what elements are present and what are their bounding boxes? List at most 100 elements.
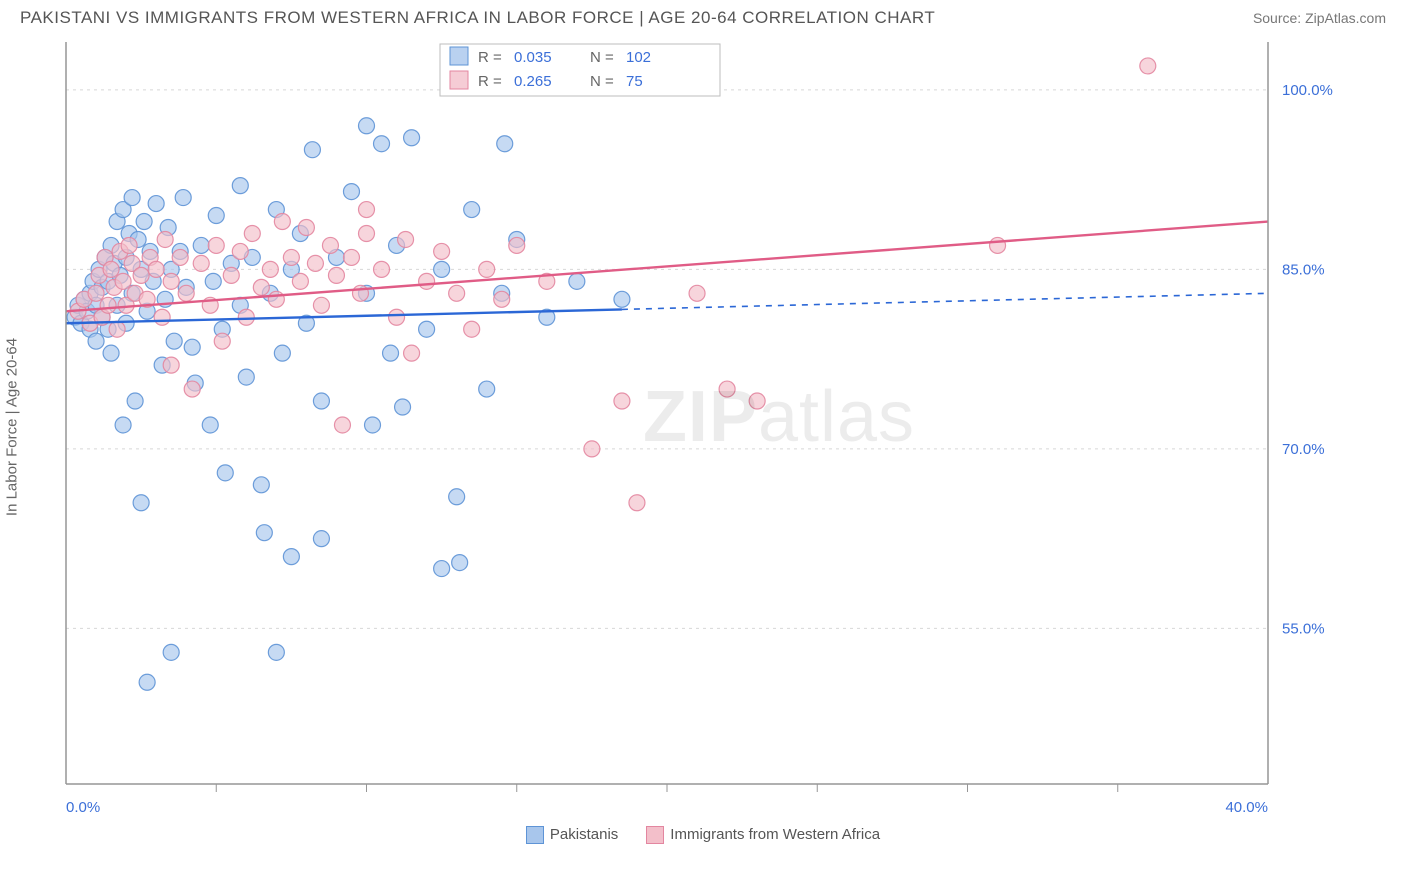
data-point bbox=[274, 345, 290, 361]
legend-r-value: 0.035 bbox=[514, 49, 552, 66]
data-point bbox=[139, 674, 155, 690]
data-point bbox=[322, 237, 338, 253]
data-point bbox=[178, 285, 194, 301]
data-point bbox=[313, 393, 329, 409]
data-point bbox=[298, 220, 314, 236]
data-point bbox=[328, 267, 344, 283]
data-point bbox=[193, 237, 209, 253]
legend-swatch bbox=[646, 826, 664, 844]
data-point bbox=[148, 196, 164, 212]
data-point bbox=[205, 273, 221, 289]
data-point bbox=[268, 644, 284, 660]
data-point bbox=[359, 225, 375, 241]
data-point bbox=[274, 214, 290, 230]
data-point bbox=[749, 393, 765, 409]
legend-swatch bbox=[450, 71, 468, 89]
data-point bbox=[494, 291, 510, 307]
data-point bbox=[434, 243, 450, 259]
data-point bbox=[509, 237, 525, 253]
data-point bbox=[214, 333, 230, 349]
data-point bbox=[268, 291, 284, 307]
bottom-legend: Pakistanis Immigrants from Western Africa bbox=[0, 826, 1406, 844]
data-point bbox=[404, 130, 420, 146]
data-point bbox=[262, 261, 278, 277]
y-axis-label: In Labor Force | Age 20-64 bbox=[4, 338, 21, 516]
data-point bbox=[629, 495, 645, 511]
x-tick-label: 40.0% bbox=[1225, 799, 1268, 816]
data-point bbox=[464, 321, 480, 337]
data-point bbox=[163, 357, 179, 373]
data-point bbox=[124, 190, 140, 206]
data-point bbox=[383, 345, 399, 361]
trend-line-ext-pakistanis bbox=[622, 293, 1268, 309]
data-point bbox=[359, 202, 375, 218]
data-point bbox=[232, 178, 248, 194]
series-pakistanis bbox=[67, 118, 630, 691]
y-tick-label: 70.0% bbox=[1282, 441, 1325, 458]
data-point bbox=[154, 309, 170, 325]
data-point bbox=[343, 249, 359, 265]
data-point bbox=[253, 477, 269, 493]
data-point bbox=[115, 273, 131, 289]
legend-label: Immigrants from Western Africa bbox=[670, 826, 880, 843]
stats-legend: R =0.035N =102R =0.265N =75 bbox=[440, 44, 720, 96]
data-point bbox=[103, 345, 119, 361]
data-point bbox=[479, 381, 495, 397]
data-point bbox=[217, 465, 233, 481]
data-point bbox=[184, 339, 200, 355]
chart-container: In Labor Force | Age 20-64 55.0%70.0%85.… bbox=[20, 32, 1386, 822]
data-point bbox=[1140, 58, 1156, 74]
data-point bbox=[434, 561, 450, 577]
data-point bbox=[163, 644, 179, 660]
chart-title: PAKISTANI VS IMMIGRANTS FROM WESTERN AFR… bbox=[20, 8, 935, 28]
data-point bbox=[175, 190, 191, 206]
data-point bbox=[449, 285, 465, 301]
data-point bbox=[253, 279, 269, 295]
legend-r-value: 0.265 bbox=[514, 73, 552, 90]
legend-n-value: 102 bbox=[626, 49, 651, 66]
data-point bbox=[990, 237, 1006, 253]
data-point bbox=[88, 285, 104, 301]
data-point bbox=[148, 261, 164, 277]
data-point bbox=[307, 255, 323, 271]
data-point bbox=[334, 417, 350, 433]
data-point bbox=[569, 273, 585, 289]
legend-swatch bbox=[526, 826, 544, 844]
data-point bbox=[449, 489, 465, 505]
scatter-chart: 55.0%70.0%85.0%100.0%0.0%40.0%R =0.035N … bbox=[20, 32, 1360, 822]
legend-n-label: N = bbox=[590, 73, 614, 90]
data-point bbox=[374, 136, 390, 152]
series-western-africa bbox=[70, 58, 1156, 511]
data-point bbox=[419, 273, 435, 289]
data-point bbox=[343, 184, 359, 200]
data-point bbox=[100, 297, 116, 313]
y-tick-label: 85.0% bbox=[1282, 261, 1325, 278]
x-tick-label: 0.0% bbox=[66, 799, 100, 816]
data-point bbox=[313, 297, 329, 313]
data-point bbox=[136, 214, 152, 230]
data-point bbox=[133, 495, 149, 511]
legend-item: Pakistanis bbox=[526, 826, 618, 844]
data-point bbox=[208, 208, 224, 224]
data-point bbox=[208, 237, 224, 253]
data-point bbox=[359, 118, 375, 134]
legend-r-label: R = bbox=[478, 73, 502, 90]
data-point bbox=[374, 261, 390, 277]
data-point bbox=[404, 345, 420, 361]
data-point bbox=[398, 231, 414, 247]
data-point bbox=[127, 393, 143, 409]
data-point bbox=[365, 417, 381, 433]
data-point bbox=[419, 321, 435, 337]
data-point bbox=[389, 309, 405, 325]
data-point bbox=[719, 381, 735, 397]
data-point bbox=[584, 441, 600, 457]
data-point bbox=[313, 531, 329, 547]
data-point bbox=[689, 285, 705, 301]
y-tick-label: 100.0% bbox=[1282, 82, 1333, 99]
data-point bbox=[88, 333, 104, 349]
data-point bbox=[283, 549, 299, 565]
data-point bbox=[166, 333, 182, 349]
data-point bbox=[163, 273, 179, 289]
data-point bbox=[238, 309, 254, 325]
data-point bbox=[115, 417, 131, 433]
